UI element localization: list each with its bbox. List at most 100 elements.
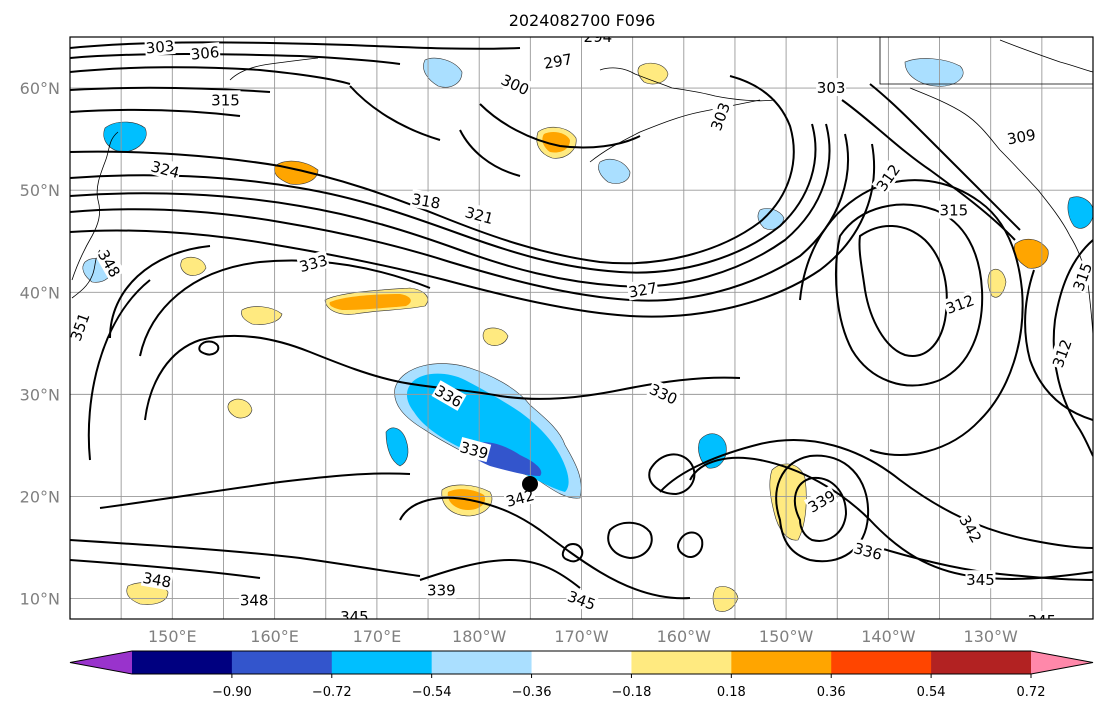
contour-line	[459, 129, 521, 177]
contour-line	[70, 143, 876, 318]
contour-label-bg	[409, 188, 443, 212]
contour-label: 306	[189, 42, 221, 64]
contour-label-bg	[955, 511, 987, 547]
map-area: 303 3062942973003033033093153243183213123…	[70, 37, 1093, 630]
lat-tick-label: 60°N	[20, 79, 60, 98]
contour-label-bg	[148, 156, 183, 182]
contour-label: 297	[541, 49, 575, 73]
coastline-alaska-north	[599, 67, 776, 102]
colorbar-segment	[231, 651, 333, 674]
anomaly-pos-light	[241, 306, 283, 325]
contour-line	[879, 547, 1093, 581]
anomaly-neg-small	[385, 427, 409, 467]
lon-tick-label: 160°E	[250, 627, 299, 646]
contour-line	[198, 340, 220, 356]
colorbar-tick-label: 0.36	[817, 685, 846, 700]
contour-label-bg	[541, 49, 575, 72]
contour-label-bg	[1026, 611, 1057, 619]
contour-line	[419, 558, 581, 589]
contour-label-bg	[239, 590, 270, 609]
gridlines	[70, 37, 1093, 619]
contour-line	[70, 108, 241, 117]
contour-label-bg	[296, 250, 331, 276]
contour-line	[70, 123, 831, 288]
contour-line	[70, 75, 795, 265]
contour-label-bg	[871, 159, 904, 195]
contour-label-bg	[646, 378, 682, 408]
colorbar-segment	[831, 651, 932, 674]
contour-line	[70, 53, 401, 65]
colorbar-outline	[69, 650, 1094, 675]
contour-label: 345	[1026, 611, 1057, 630]
contour-label-text: 348	[141, 569, 172, 592]
contour-line	[858, 224, 948, 357]
contour-line	[87, 279, 151, 461]
contour-label: 345	[339, 606, 370, 619]
latitude-axis: 60°N 50°N 40°N 30°N 20°N 10°N	[20, 79, 60, 609]
contour-label: 303	[816, 78, 847, 97]
contour-line	[109, 245, 211, 339]
contour-line	[70, 539, 421, 577]
contour-label-text: 303	[817, 79, 846, 97]
lon-tick-label: 150°W	[759, 627, 814, 646]
contour-label-text: 297	[542, 50, 573, 73]
anomaly-pos-light	[180, 256, 207, 276]
contour-line	[399, 496, 691, 600]
contour-label-text: 345	[1028, 612, 1057, 630]
contour-line	[70, 123, 817, 274]
contour-label-bg	[140, 567, 174, 591]
contour-label: 327	[626, 277, 660, 302]
colorbar-segment	[331, 651, 433, 674]
contour-label-text: 315	[211, 91, 240, 109]
contour-line	[99, 472, 411, 509]
lon-tick-label: 150°E	[148, 627, 197, 646]
contour-label: 294	[582, 37, 613, 46]
contour-label: 309	[1004, 124, 1038, 149]
contour-line	[1052, 239, 1093, 457]
contour-label: 315	[938, 200, 969, 220]
contour-label-bg	[803, 485, 839, 517]
anomaly-neg-small	[904, 58, 964, 87]
contour-label-bg	[582, 37, 613, 45]
colorbar-tick-label: 0.72	[1017, 685, 1046, 700]
contour-label: 339	[426, 580, 457, 599]
colorbar-segment	[931, 651, 1032, 674]
contour-label-text: 339	[427, 581, 456, 599]
contour-line	[689, 456, 1093, 580]
contour-label: 303	[144, 37, 176, 57]
colorbar-tick-label: 0.54	[917, 685, 946, 700]
contour-line	[70, 133, 849, 302]
colorbar-tick-label: 0.18	[717, 685, 746, 700]
contour-line	[70, 41, 521, 50]
contour-label-text: 318	[410, 190, 441, 213]
colorbar-tick-label: −0.36	[512, 685, 552, 700]
contour-line	[835, 203, 984, 387]
anomaly-pos-light	[227, 398, 253, 419]
contour-label-bg	[1068, 259, 1093, 294]
lon-tick-label: 170°W	[554, 627, 609, 646]
colorbar-segment	[531, 651, 632, 674]
colorbar-segment	[631, 651, 732, 674]
anomaly-neg-small	[103, 121, 147, 153]
contour-lines	[70, 41, 1093, 600]
plot-title: 2024082700 F096	[509, 11, 656, 30]
colorbar-extend-low	[70, 651, 132, 674]
contour-label-bg	[816, 78, 847, 97]
contour-line	[479, 103, 641, 149]
lat-tick-label: 20°N	[20, 487, 60, 506]
contour-label-text: 309	[1006, 126, 1037, 149]
anomaly-pos-light	[987, 269, 1007, 298]
contour-label-bg	[144, 37, 176, 57]
contour-line	[648, 453, 696, 496]
anomaly-neg-small	[1067, 196, 1093, 229]
contour-line	[70, 86, 271, 93]
contour-label-bg	[70, 309, 93, 344]
contour-line	[793, 476, 848, 542]
contour-label: 348	[140, 567, 174, 592]
lon-tick-label: 170°E	[353, 627, 402, 646]
contour-line	[70, 559, 261, 579]
contour-line	[561, 543, 584, 563]
contour-label: 315	[210, 90, 241, 109]
contour-label-bg	[426, 580, 457, 599]
